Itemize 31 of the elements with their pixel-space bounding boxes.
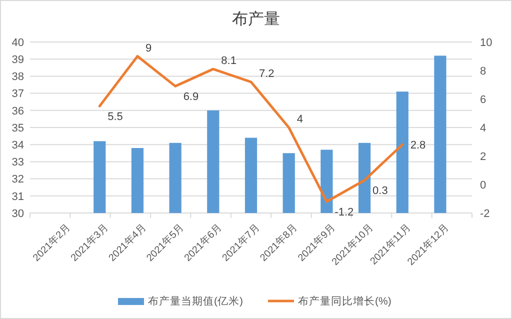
y-tick-label: 40 [12,36,24,49]
y2-tick-label: 2 [480,150,486,163]
y2-tick-label: 8 [480,65,486,78]
y-tick-label: 32 [12,174,24,186]
data-label: 5.5 [108,111,123,124]
y-tick-label: 35 [12,122,24,134]
line-series [98,55,404,203]
y-tick-label: 37 [12,88,24,100]
data-label: 8.1 [221,55,236,68]
y-tick-label: 34 [12,139,24,152]
data-label: 7.2 [259,68,274,80]
data-label: 6.9 [183,91,199,104]
data-label: 0.3 [372,185,388,198]
y-tick-label: 39 [12,54,24,66]
y2-tick-label: 4 [480,122,486,134]
y-tick-label: 31 [12,190,24,203]
y2-tick-label: 6 [480,94,486,106]
y-tick-label: 38 [12,71,24,84]
data-label: -1.2 [334,206,354,219]
y2-tick-label: 0 [480,179,486,192]
y2-tick-label: -2 [480,208,490,220]
chart-title: 布产量 [232,10,280,28]
legend-label: 布产量同比增长(%) [298,294,392,308]
data-label: 2.8 [410,140,426,152]
data-label: 4 [296,114,303,126]
y-tick-label: 33 [12,156,24,169]
y-tick-label: 36 [12,105,24,118]
legend-label: 布产量当期值(亿米) [148,294,243,308]
y-tick-label: 30 [12,208,24,220]
data-label: 9 [145,42,152,54]
y2-tick-label: 10 [480,36,492,49]
